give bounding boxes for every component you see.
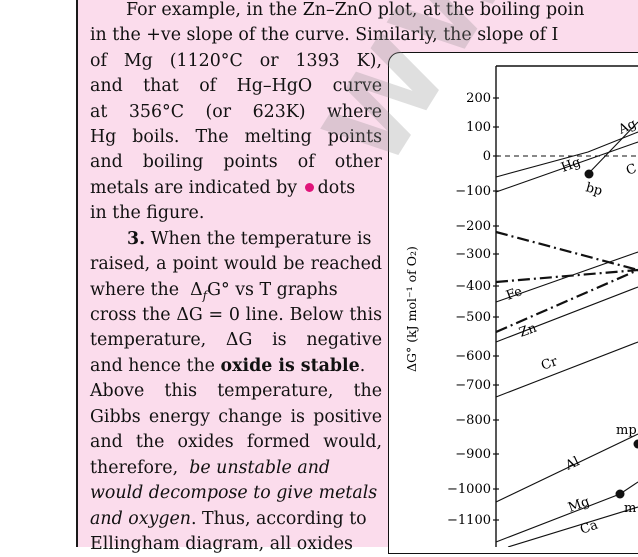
text-line: raised, a point would be reached bbox=[90, 252, 382, 277]
y-tick-label: −100 bbox=[455, 184, 491, 199]
text-line: Ellingham diagram, all oxides bbox=[90, 532, 353, 557]
y-tick-label: −1100 bbox=[447, 513, 491, 528]
curve-label: bp bbox=[584, 180, 604, 199]
y-axis-label: ΔG° (kJ mol⁻¹ of O₂) bbox=[404, 246, 419, 372]
mg-dot bbox=[616, 490, 625, 499]
text-line: Gibbs energy change is positive bbox=[90, 405, 382, 430]
curve-label: Hg bbox=[559, 155, 583, 176]
text-line: at 356°C (or 623K) where bbox=[90, 100, 382, 125]
text-line: in the figure. bbox=[90, 201, 204, 226]
curve-label: Ag bbox=[615, 117, 638, 139]
curve-label: Fe bbox=[504, 284, 524, 304]
text-fragment: Δ bbox=[190, 280, 203, 300]
italic-phrase: be unstable and bbox=[189, 458, 330, 478]
y-tick-label: −400 bbox=[455, 279, 491, 294]
y-tick-label: −900 bbox=[455, 447, 491, 462]
bold-phrase: oxide is stable bbox=[221, 356, 360, 376]
text-fragment: where the bbox=[90, 280, 179, 300]
curve-label: m bbox=[624, 501, 636, 516]
co-co2-curve bbox=[496, 270, 638, 282]
italic-phrase: would decompose to give metals bbox=[90, 483, 377, 503]
y-tick-label: −1000 bbox=[447, 482, 491, 497]
text-line-with-dot: metals are indicated by dots bbox=[90, 176, 355, 201]
ellingham-diagram: ΔG° (kJ mol⁻¹ of O₂) 200 100 0 −100 −200… bbox=[388, 52, 638, 547]
hg-bp-dot bbox=[585, 170, 594, 179]
text-line: and that of Hg–HgO curve bbox=[90, 74, 382, 99]
curve-label: C bbox=[624, 161, 638, 179]
curve-label: Mg bbox=[566, 494, 591, 515]
text-line-italic: therefore, be unstable and bbox=[90, 456, 330, 481]
text-line: Above this temperature, the bbox=[90, 379, 382, 404]
point-number: 3. bbox=[127, 229, 145, 249]
curve-label: Al bbox=[562, 454, 582, 474]
text-line-bold: and hence the oxide is stable. bbox=[90, 354, 365, 379]
curve-label: Ca bbox=[578, 518, 600, 538]
y-tick-label: −200 bbox=[455, 219, 491, 234]
text-fragment: G° bbox=[207, 280, 230, 300]
text-line: in the +ve slope of the curve. Similarly… bbox=[90, 23, 558, 48]
y-tick-label: 0 bbox=[483, 149, 491, 164]
pink-dot-icon bbox=[305, 183, 314, 192]
point-3-line: 3. When the temperature is bbox=[127, 227, 371, 252]
y-tick-label: 200 bbox=[466, 91, 491, 106]
text-fragment: therefore, bbox=[90, 458, 178, 478]
curve-label: mp bbox=[616, 423, 637, 438]
c-co2-curve bbox=[496, 270, 638, 332]
c-co-curve bbox=[496, 232, 638, 270]
text-line: of Mg (1120°C or 1393 K), bbox=[90, 49, 382, 74]
text-line-italic: and oxygen. Thus, according to bbox=[90, 507, 367, 532]
text-line: temperature, ΔG is negative bbox=[90, 328, 382, 353]
text-fragment: vs T graphs bbox=[235, 280, 337, 300]
text-line: Hg boils. The melting points bbox=[90, 125, 382, 150]
text-line: cross the ΔG = 0 line. Below this bbox=[90, 303, 382, 328]
cr-curve bbox=[496, 342, 638, 397]
y-tick-label: 100 bbox=[466, 120, 491, 135]
text-line-italic: would decompose to give metals bbox=[90, 481, 377, 506]
curve-label: Zn bbox=[517, 320, 539, 340]
text-fragment: and hence the bbox=[90, 356, 215, 376]
text-fragment: . Thus, according to bbox=[191, 509, 367, 529]
y-tick-label: −300 bbox=[455, 247, 491, 262]
text-fragment: When the temperature is bbox=[151, 229, 372, 249]
curve-label: Cr bbox=[539, 354, 560, 374]
text-fragment: metals are indicated by bbox=[90, 178, 297, 198]
text-line: For example, in the Zn–ZnO plot, at the … bbox=[126, 0, 584, 23]
y-tick-label: −500 bbox=[455, 310, 491, 325]
text-fragment: . bbox=[360, 356, 366, 376]
italic-phrase: and oxygen bbox=[90, 509, 191, 529]
left-margin bbox=[0, 0, 78, 547]
al-mp-dot bbox=[634, 440, 638, 449]
text-fragment: dots bbox=[318, 178, 356, 198]
y-tick-label: −800 bbox=[455, 413, 491, 428]
text-line: and boiling points of other bbox=[90, 150, 382, 175]
text-line: and the oxides formed would, bbox=[90, 430, 382, 455]
y-tick-label: −600 bbox=[455, 349, 491, 364]
y-tick-label: −700 bbox=[455, 378, 491, 393]
